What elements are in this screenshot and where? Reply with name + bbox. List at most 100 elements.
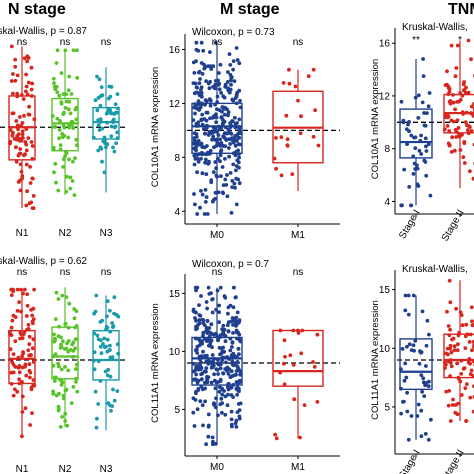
data-point [467,124,471,129]
data-point [59,71,64,75]
data-point [466,38,471,43]
data-point [198,399,203,404]
data-point [416,184,421,188]
data-point [200,403,205,408]
y-axis-label: COL11A1 mRNA expression [370,300,381,420]
data-point [73,325,78,330]
data-point [192,424,197,428]
data-point [469,305,474,310]
data-point [104,111,109,116]
data-point [469,57,473,62]
data-point [232,361,237,366]
data-point [67,157,71,162]
data-point [225,323,230,328]
data-point [74,105,79,110]
data-point [235,410,240,414]
data-point [29,140,34,144]
data-point [402,378,407,383]
data-point [220,327,225,332]
data-point [68,111,73,116]
data-point [198,77,202,81]
data-point [206,434,211,439]
data-point [206,424,211,429]
data-point [406,122,410,127]
data-point [216,338,220,343]
data-point [237,352,241,357]
data-point [208,64,213,69]
data-point [22,330,27,335]
data-point [194,106,199,110]
data-point [205,319,210,323]
data-point [234,425,239,429]
data-point [213,102,218,107]
data-point [228,336,233,341]
data-point [417,148,422,153]
data-point [191,361,196,366]
data-point [226,70,230,74]
data-point [203,65,208,70]
data-point [406,293,411,298]
data-point [279,173,284,178]
data-point [237,416,242,421]
significance-label: ns [293,267,304,278]
data-point [29,87,34,92]
data-point [225,131,229,136]
group-n1: ns N1 [7,267,37,474]
data-point [17,364,22,368]
data-point [52,339,57,344]
data-point [31,383,36,388]
data-point [204,79,209,83]
data-point [30,206,35,211]
data-point [194,288,198,293]
data-point [206,81,211,86]
data-point [423,432,428,436]
data-point [471,374,474,378]
data-point [11,287,15,292]
data-point [222,95,227,100]
data-point [20,132,25,137]
group-stage-ii: * Stage II [440,35,474,243]
data-point [443,366,447,370]
data-point [197,318,202,322]
data-point [92,311,96,316]
data-point [214,144,219,148]
data-point [116,106,120,111]
data-point [413,338,418,343]
data-point [200,171,205,176]
data-point [451,100,456,105]
x-tick-label: Stage II [440,208,467,243]
data-point [216,372,221,376]
y-tick-label: 15 [379,285,391,296]
data-point [216,133,221,138]
y-axis-label: COL10A1 mRNA expression [370,59,381,179]
data-point [13,57,18,62]
data-point [216,156,220,161]
data-point [67,301,72,306]
stat-test-label: Kruskal-Wallis, p = 0.62 [0,256,87,267]
data-point [225,194,230,199]
data-point [415,414,420,418]
data-point [448,360,453,365]
data-point [17,377,21,382]
data-point [468,395,473,400]
data-point [21,291,25,296]
data-point [233,354,237,359]
data-point [229,211,234,215]
data-point [284,113,289,118]
data-point [30,157,35,161]
data-point [55,90,60,95]
data-point [25,292,29,297]
data-point [282,361,286,366]
data-point [206,375,211,380]
data-point [466,360,471,365]
data-point [220,410,224,415]
data-point [25,303,30,308]
data-point [7,329,12,334]
data-point [28,375,32,380]
data-point [424,149,429,153]
y-axis-label: COL10A1 mRNA expression [150,67,161,187]
data-point [451,397,455,402]
data-point [229,409,234,414]
data-point [108,329,113,334]
